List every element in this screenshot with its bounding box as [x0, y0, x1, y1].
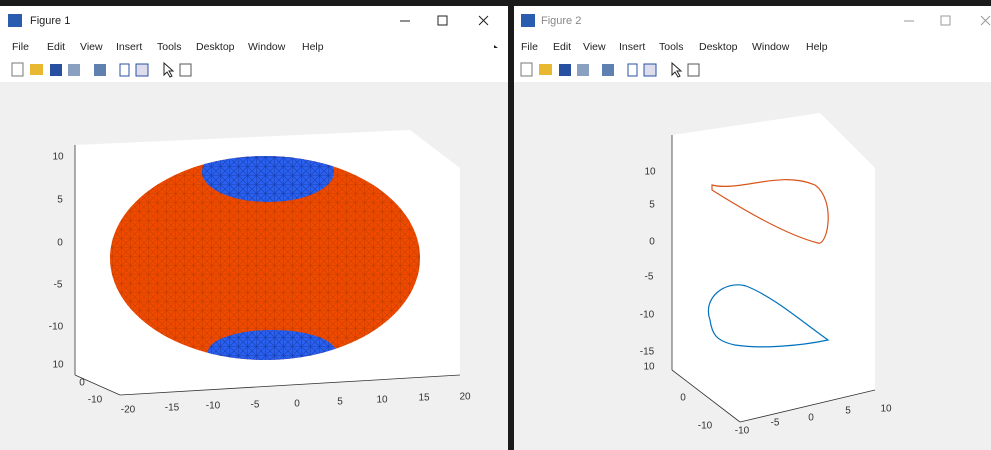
- x-tick-label: 0: [808, 413, 814, 424]
- title-bar: [0, 6, 508, 36]
- x-tick-label: 10: [376, 395, 388, 406]
- z-tick-label: 0: [649, 237, 655, 248]
- app-icon: [8, 14, 22, 27]
- z-tick-label: 10: [644, 167, 656, 178]
- tool-icon[interactable]: [50, 64, 62, 76]
- tool-icon[interactable]: [539, 64, 552, 75]
- x-tick-label: 0: [294, 399, 300, 410]
- menu-item[interactable]: File: [521, 41, 538, 53]
- z-tick-label: -15: [640, 347, 655, 358]
- tool-icon[interactable]: [688, 64, 699, 76]
- y-tick-label: -10: [698, 421, 713, 432]
- menu-item[interactable]: Window: [752, 41, 790, 53]
- screen: Figure 1 File Edit View Insert Tools Des…: [0, 0, 991, 450]
- x-tick-label: -15: [165, 403, 180, 414]
- tool-icon[interactable]: [602, 64, 614, 76]
- x-tick-label: -5: [771, 418, 780, 429]
- z-tick-label: 5: [649, 200, 655, 211]
- toolbar: [514, 58, 991, 82]
- menu-item[interactable]: Insert: [619, 41, 645, 53]
- x-tick-label: 5: [845, 406, 851, 417]
- tool-icon[interactable]: [628, 64, 637, 76]
- tool-icon[interactable]: [120, 64, 129, 76]
- tool-icon[interactable]: [521, 63, 532, 76]
- axes-box: [672, 113, 875, 422]
- y-tick-label: -10: [88, 395, 103, 406]
- menu-item[interactable]: View: [583, 41, 606, 53]
- menu-item[interactable]: Tools: [157, 41, 182, 53]
- toolbar: [0, 58, 508, 82]
- tool-icon[interactable]: [559, 64, 571, 76]
- x-tick-label: -20: [121, 405, 136, 416]
- tool-icon[interactable]: [30, 64, 43, 75]
- window-title: Figure 1: [30, 15, 70, 27]
- page: {"windows": [ {"title": "Figure 1", "men…: [0, 0, 991, 450]
- tool-icon[interactable]: [136, 64, 148, 76]
- menu-item[interactable]: Tools: [659, 41, 684, 53]
- tool-icon[interactable]: [577, 64, 589, 76]
- tool-icon[interactable]: [180, 64, 191, 76]
- window-title: Figure 2: [541, 15, 581, 27]
- tool-icon[interactable]: [12, 63, 23, 76]
- x-tick-label: 15: [418, 393, 430, 404]
- menu-item[interactable]: Window: [248, 41, 286, 53]
- x-tick-label: 5: [337, 397, 343, 408]
- y-tick-label: 0: [79, 378, 85, 389]
- title-bar: [514, 6, 991, 36]
- z-tick-label: -5: [645, 272, 654, 283]
- menu-item[interactable]: Help: [806, 41, 828, 53]
- x-tick-label: -10: [206, 401, 221, 412]
- x-tick-label: 20: [459, 392, 471, 403]
- menu-item[interactable]: Edit: [553, 41, 571, 53]
- app-icon: [521, 14, 535, 27]
- menu-item[interactable]: Help: [302, 41, 324, 53]
- z-tick-label: -5: [54, 280, 63, 291]
- y-tick-label: 10: [643, 362, 655, 373]
- tool-icon[interactable]: [644, 64, 656, 76]
- tool-icon[interactable]: [68, 64, 80, 76]
- x-tick-label: -5: [251, 400, 260, 411]
- z-tick-label: 5: [57, 195, 63, 206]
- z-tick-label: -10: [640, 310, 655, 321]
- y-tick-label: 10: [52, 360, 64, 371]
- y-tick-label: 0: [680, 393, 686, 404]
- x-tick-label: 10: [880, 404, 892, 415]
- menu-item[interactable]: File: [12, 41, 29, 53]
- menu-item[interactable]: View: [80, 41, 103, 53]
- x-tick-label: -10: [735, 426, 750, 437]
- menu-item[interactable]: Desktop: [196, 41, 235, 53]
- z-tick-label: 10: [52, 152, 64, 163]
- z-tick-label: 0: [57, 238, 63, 249]
- menu-item[interactable]: Edit: [47, 41, 65, 53]
- tool-icon[interactable]: [94, 64, 106, 76]
- z-tick-label: -10: [49, 322, 64, 333]
- menu-item[interactable]: Desktop: [699, 41, 738, 53]
- menu-item[interactable]: Insert: [116, 41, 142, 53]
